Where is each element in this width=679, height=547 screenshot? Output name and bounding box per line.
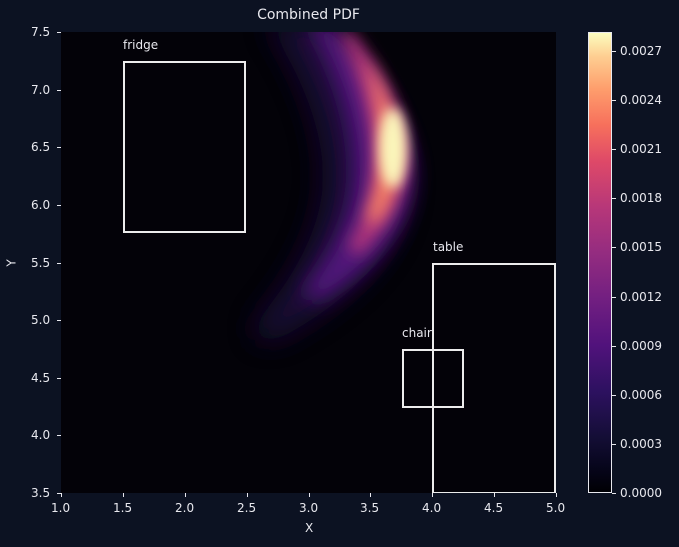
chair-box: [402, 349, 464, 408]
colorbar-tick-label: 0.0027: [620, 44, 662, 58]
x-axis-label: X: [305, 521, 314, 535]
colorbar-gradient: [589, 33, 611, 492]
x-tick-label: 5.0: [546, 501, 566, 515]
y-tick-label: 7.0: [31, 83, 51, 97]
pdf-heatmap: [255, 32, 413, 341]
fridge-label: fridge: [123, 38, 159, 52]
y-tick-label: 6.0: [31, 198, 51, 212]
colorbar-tick-label: 0.0015: [620, 240, 662, 254]
y-tick-label: 7.5: [31, 25, 51, 39]
y-tick-label: 4.5: [31, 371, 51, 385]
table-box: [432, 263, 556, 493]
colorbar-tick-label: 0.0012: [620, 290, 662, 304]
colorbar-tick-label: 0.0009: [620, 339, 662, 353]
colorbar-tick-label: 0.0018: [620, 191, 662, 205]
plot-area: fridge table chair: [61, 32, 556, 493]
y-tick-label: 4.0: [31, 428, 51, 442]
colorbar-tick-label: 0.0024: [620, 93, 662, 107]
table-label: table: [433, 240, 464, 254]
y-tick-label: 5.0: [31, 313, 51, 327]
y-tick-label: 6.5: [31, 140, 51, 154]
colorbar-tick-label: 0.0003: [620, 437, 662, 451]
y-axis-label: Y: [4, 259, 19, 267]
chart-title: Combined PDF: [257, 7, 360, 23]
x-tick-label: 2.0: [175, 501, 195, 515]
x-tick-label: 3.0: [299, 501, 319, 515]
x-tick-label: 1.5: [113, 501, 133, 515]
x-tick-label: 4.5: [484, 501, 504, 515]
x-tick-label: 3.5: [360, 501, 380, 515]
colorbar: [588, 32, 612, 493]
fridge-box: [123, 61, 246, 233]
colorbar-tick-label: 0.0021: [620, 142, 662, 156]
y-tick-label: 5.5: [31, 256, 51, 270]
colorbar-tick-label: 0.0006: [620, 388, 662, 402]
colorbar-tick-label: 0.0000: [620, 486, 662, 500]
y-tick-label: 3.5: [31, 486, 51, 500]
chair-label: chair: [402, 326, 432, 340]
x-tick-label: 2.5: [237, 501, 257, 515]
x-tick-label: 4.0: [422, 501, 442, 515]
x-tick-label: 1.0: [51, 501, 71, 515]
